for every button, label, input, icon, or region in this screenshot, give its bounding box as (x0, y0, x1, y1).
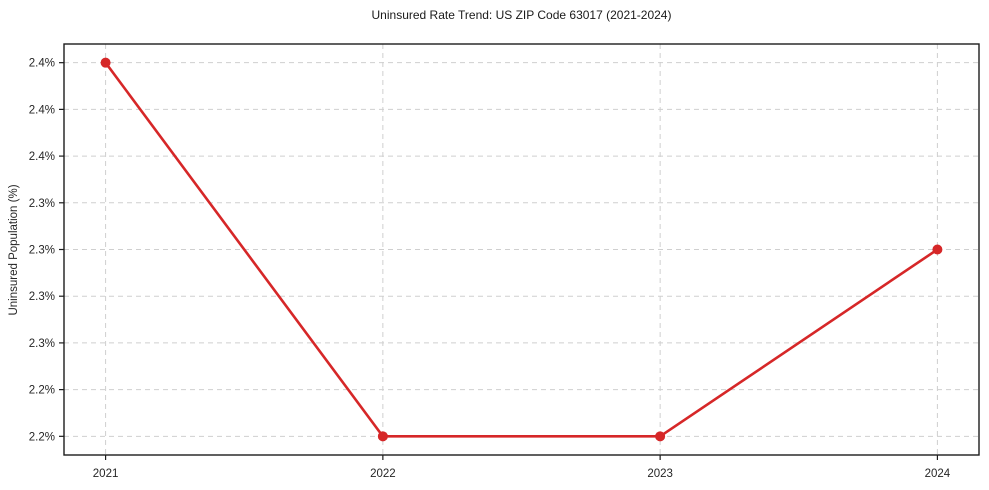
chart-title: Uninsured Rate Trend: US ZIP Code 63017 … (371, 8, 672, 22)
data-point-marker (100, 57, 111, 68)
x-tick-label: 2022 (370, 468, 396, 480)
y-tick-label: 2.3% (29, 245, 55, 257)
y-tick-label: 2.3% (29, 291, 55, 303)
y-tick-label: 2.2% (29, 431, 55, 443)
data-point-marker (655, 431, 666, 442)
x-tick-label: 2023 (647, 468, 673, 480)
x-tick-label: 2024 (925, 468, 951, 480)
trend-line (104, 61, 939, 438)
y-tick-label: 2.4% (29, 151, 55, 163)
data-point-marker (377, 431, 388, 442)
y-tick-label: 2.4% (29, 58, 55, 70)
x-tick-label: 2021 (93, 468, 119, 480)
y-tick-label: 2.2% (29, 385, 55, 397)
y-tick-label: 2.4% (29, 104, 55, 116)
y-tick-label: 2.3% (29, 198, 55, 210)
data-point-marker (932, 244, 943, 255)
y-tick-label: 2.3% (29, 338, 55, 350)
